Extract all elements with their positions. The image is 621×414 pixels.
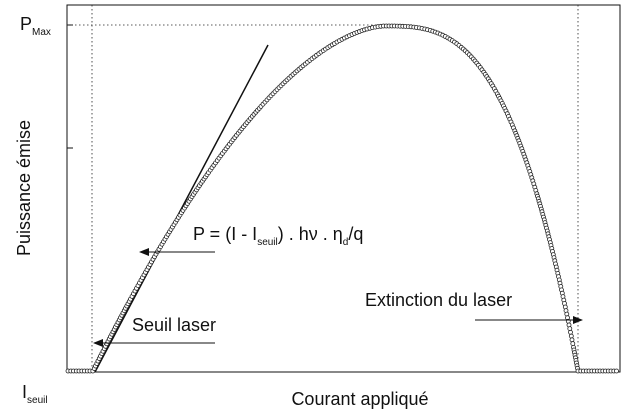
curve-point [570, 341, 576, 347]
y-axis-label: Puissance émise [14, 120, 34, 256]
pmax-label: PMax [20, 14, 51, 38]
x-axis-label: Courant appliqué [291, 389, 428, 409]
tangent-line [94, 44, 269, 373]
curve-point [567, 326, 573, 332]
curve-point [568, 333, 574, 339]
formula: P = (I - Iseuil) . hν . ηd/q [193, 224, 363, 248]
curve-point [569, 337, 575, 343]
plot-frame [66, 4, 621, 373]
curve-point [614, 368, 619, 374]
extinction-label: Extinction du laser [365, 290, 512, 310]
curve-point [568, 329, 573, 335]
iseuil-label: Iseuil [22, 382, 48, 406]
power-curve [65, 23, 619, 374]
threshold-label: Seuil laser [132, 315, 216, 335]
